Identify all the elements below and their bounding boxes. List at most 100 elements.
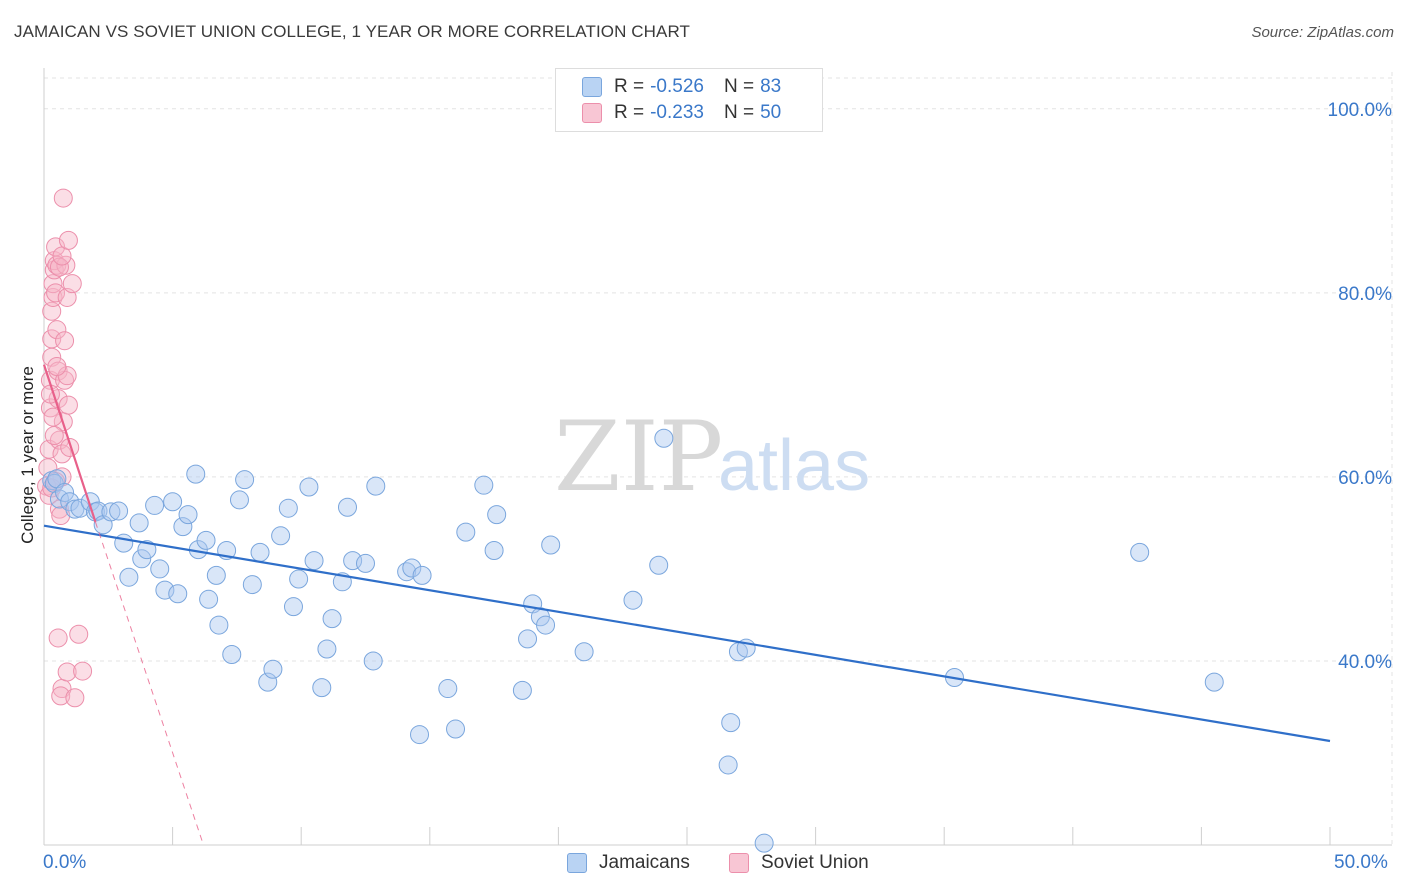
jamaicans-point-52 (356, 553, 375, 573)
r-value-jamaicans: -0.526 (650, 76, 704, 97)
jamaicans-point-18 (137, 540, 157, 560)
soviet-union-point-21 (51, 506, 71, 526)
y-tick-label-3: 100.0% (1328, 100, 1393, 121)
jamaicans-point-6 (65, 499, 85, 519)
soviet-union-trendline (42, 364, 97, 523)
jamaicans-point-71 (574, 642, 594, 662)
soviet-union-point-23 (52, 444, 72, 464)
jamaicans-swatch (567, 853, 587, 873)
jamaicans-point-73 (649, 555, 669, 575)
jamaicans-swatch (582, 77, 602, 97)
jamaicans-point-4 (55, 483, 75, 503)
x-tick-min: 0.0% (43, 852, 87, 873)
jamaicans-point-45 (304, 551, 324, 571)
soviet-union-trendline-extension (94, 521, 204, 846)
y-tick-label-1: 60.0% (1338, 468, 1392, 489)
jamaicans-point-54 (366, 476, 386, 496)
jamaicans-point-13 (109, 501, 129, 521)
jamaicans-point-44 (299, 477, 319, 497)
correlation-legend: R = -0.526 N = 83 R = -0.233 N = 50 (555, 68, 823, 132)
n-label: N = (723, 76, 755, 97)
jamaicans-point-46 (312, 678, 332, 698)
jamaicans-point-57 (410, 725, 430, 745)
soviet-union-point-47 (53, 188, 73, 208)
y-tick-label-2: 80.0% (1338, 284, 1392, 305)
soviet-union-point-14 (46, 283, 66, 303)
jamaicans-point-79 (754, 833, 774, 853)
jamaicans-point-21 (155, 580, 175, 600)
soviet-union-point-45 (69, 624, 89, 644)
jamaicans-point-63 (484, 541, 504, 561)
jamaicans-point-19 (145, 495, 165, 515)
jamaicans-point-42 (283, 597, 303, 617)
legend-label-jamaicans: Jamaicans (599, 852, 690, 873)
jamaicans-point-47 (317, 639, 337, 659)
jamaicans-point-75 (718, 755, 738, 775)
soviet-union-point-42 (48, 628, 68, 648)
jamaicans-point-26 (186, 464, 206, 484)
n-value-jamaicans: 83 (760, 76, 782, 97)
soviet-union-point-44 (65, 688, 85, 708)
soviet-union-point-37 (47, 356, 67, 376)
soviet-union-point-46 (73, 661, 93, 681)
jamaicans-point-15 (119, 567, 139, 587)
jamaicans-point-12 (101, 502, 121, 522)
jamaicans-point-35 (235, 470, 255, 490)
jamaicans-point-70 (541, 535, 561, 555)
legend-item-soviet-union[interactable]: Soviet Union (729, 852, 869, 874)
jamaicans-point-23 (168, 584, 188, 604)
n-label: N = (723, 102, 755, 123)
soviet-union-swatch (582, 103, 602, 123)
jamaicans-point-29 (199, 589, 219, 609)
source-label: Source: ZipAtlas.com (1251, 24, 1394, 41)
jamaicans-point-69 (536, 615, 556, 635)
jamaicans-point-74 (654, 428, 674, 448)
jamaicans-point-76 (721, 713, 741, 733)
y-tick-label-0: 40.0% (1338, 652, 1392, 673)
jamaicans-point-60 (446, 719, 466, 739)
jamaicans-point-25 (178, 505, 198, 525)
jamaicans-point-24 (173, 517, 193, 537)
r-value-soviet-union: -0.233 (650, 102, 704, 123)
jamaicans-point-37 (250, 542, 270, 562)
soviet-union-point-34 (44, 425, 64, 445)
soviet-union-point-8 (42, 301, 62, 321)
jamaicans-point-22 (163, 492, 183, 512)
chart-title: JAMAICAN VS SOVIET UNION COLLEGE, 1 YEAR… (14, 22, 691, 41)
soviet-union-point-26 (55, 331, 75, 351)
jamaicans-point-43 (289, 569, 309, 589)
soviet-union-point-2 (39, 485, 59, 505)
jamaicans-point-36 (242, 575, 262, 595)
x-tick-max: 50.0% (1334, 852, 1388, 873)
y-tick-labels: 40.0% 60.0% 80.0% 100.0% (1328, 100, 1393, 673)
jamaicans-point-66 (518, 629, 538, 649)
r-label: R = (614, 102, 645, 123)
soviet-union-point-31 (60, 437, 80, 457)
soviet-union-point-30 (58, 395, 78, 415)
jamaicans-point-53 (363, 651, 383, 671)
jamaicans-point-64 (487, 505, 507, 525)
jamaicans-point-59 (438, 679, 458, 699)
series-legend: Jamaicans Soviet Union (0, 852, 1406, 876)
jamaicans-point-34 (229, 490, 249, 510)
watermark-zip: ZIP (554, 401, 723, 513)
watermark-atlas: atlas (718, 426, 870, 506)
legend-item-jamaicans[interactable]: Jamaicans (567, 852, 690, 874)
jamaicans-point-48 (322, 609, 342, 629)
soviet-union-point-27 (56, 255, 76, 275)
soviet-union-point-16 (47, 320, 67, 340)
soviet-union-swatch (729, 853, 749, 873)
soviet-union-point-41 (51, 686, 71, 706)
jamaicans-point-38 (258, 672, 278, 692)
trendlines (42, 364, 1331, 846)
gridlines (44, 72, 1393, 845)
legend-row-jamaicans: R = -0.526 N = 83 (582, 74, 781, 100)
jamaicans-point-39 (263, 659, 283, 679)
y-axis-label: College, 1 year or more (18, 366, 37, 544)
jamaicans-point-55 (397, 562, 417, 582)
jamaicans-point-28 (196, 530, 216, 550)
jamaicans-point-56 (402, 558, 422, 578)
jamaicans-point-17 (132, 549, 152, 569)
jamaicans-point-62 (474, 475, 494, 495)
